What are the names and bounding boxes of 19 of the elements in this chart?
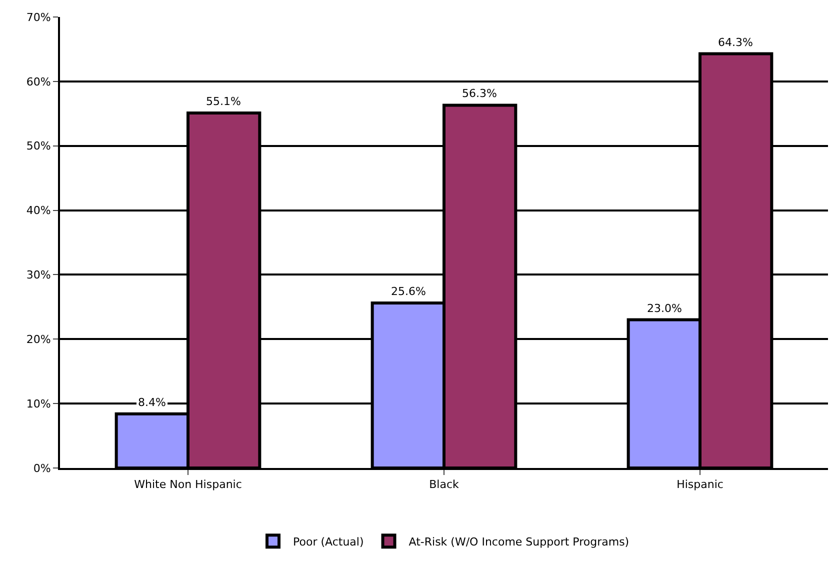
x-tick-label: Hispanic <box>676 478 724 492</box>
data-label: 8.4% <box>138 396 166 409</box>
y-tick-label: 20% <box>26 332 51 346</box>
data-label: 64.3% <box>718 36 753 49</box>
data-label: 23.0% <box>647 302 682 315</box>
y-tick-label: 10% <box>26 397 51 410</box>
x-tick-label: Black <box>429 478 460 492</box>
y-tick-label: 30% <box>26 268 51 282</box>
y-tick-label: 0% <box>33 462 51 475</box>
y-tick-label: 60% <box>26 75 51 88</box>
y-tick-label: 70% <box>26 10 51 24</box>
y-tick-label: 40% <box>26 204 51 218</box>
data-label: 55.1% <box>206 95 241 108</box>
data-label: 56.3% <box>462 87 497 100</box>
legend-label: Poor (Actual) <box>293 535 364 548</box>
y-tick-label: 50% <box>26 140 51 153</box>
data-label: 25.6% <box>391 285 426 298</box>
legend-label: At-Risk (W/O Income Support Programs) <box>408 535 630 548</box>
x-tick-label: White Non Hispanic <box>134 478 242 492</box>
